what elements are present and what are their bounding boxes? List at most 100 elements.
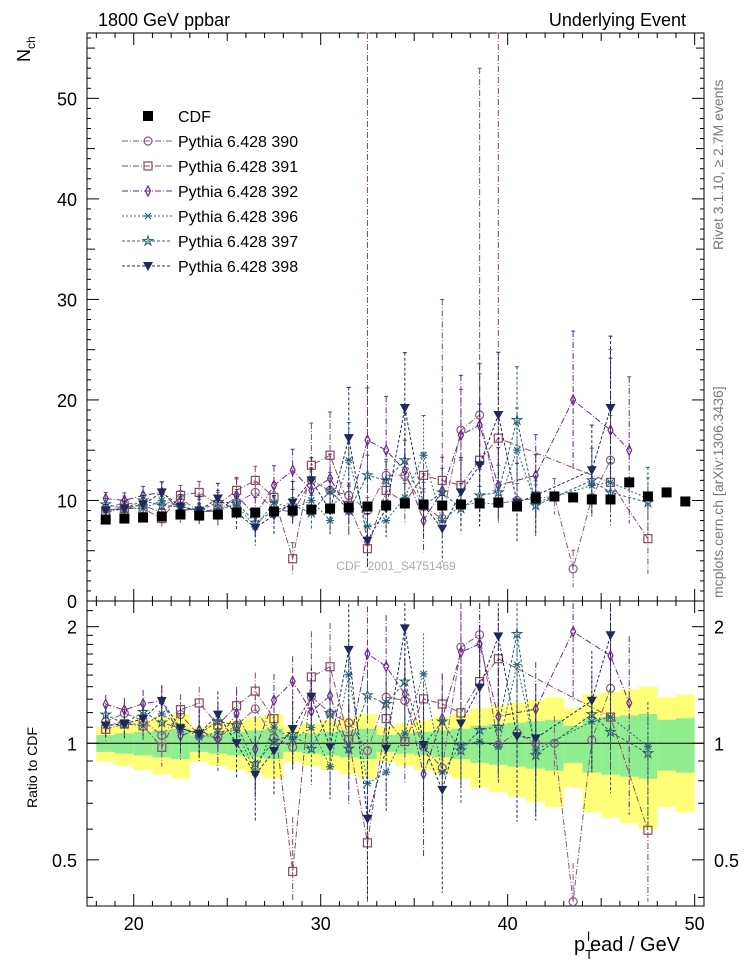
cdf-data-point (100, 514, 111, 525)
cdf-data-point (381, 500, 392, 511)
axis-ticks (87, 33, 704, 906)
data-point (473, 488, 487, 501)
ratio-point (604, 725, 617, 738)
series-line (105, 419, 649, 524)
ratio-point (250, 704, 260, 714)
axis-tick-labels: 20 30 40 50 0 10 20 30 40 50 0.5 0.5 1 1 2 2 (52, 89, 739, 934)
ratio-point (529, 748, 543, 761)
x-tick-label: 20 (124, 914, 144, 934)
cdf-data-point (156, 511, 167, 522)
legend-entry: Pythia 6.428 396 (122, 209, 298, 226)
ratio-point (435, 714, 449, 728)
series-line (105, 414, 611, 571)
ratio-y-tick-label-right: 2 (714, 618, 724, 638)
main-series-group (99, 32, 691, 588)
x-label-sub: T (585, 947, 593, 962)
y-tick-label: 20 (57, 391, 77, 411)
series-cdf (100, 477, 691, 525)
y-label-sub: ch (24, 36, 38, 49)
ratio-point (326, 689, 334, 703)
legend-entry: Pythia 6.428 390 (122, 134, 298, 151)
ratio-series-line (105, 658, 649, 872)
ratio-series-line (105, 630, 630, 776)
y-tick-label: 10 (57, 491, 77, 511)
ratio-series-line (105, 633, 611, 902)
ratio-point (419, 670, 428, 678)
cdf-data-point (306, 504, 317, 515)
ratio-band-stat (563, 725, 583, 763)
data-point (289, 463, 296, 477)
x-tick-label: 40 (498, 914, 518, 934)
ratio-point (268, 746, 279, 756)
ratio-point (157, 742, 167, 752)
y-label-main: N (14, 49, 34, 62)
legend-marker (144, 184, 152, 198)
ratio-point (362, 814, 373, 824)
ratio-point (156, 696, 167, 706)
cdf-data-point (418, 499, 429, 510)
data-point (100, 506, 111, 516)
data-point (457, 428, 465, 442)
cdf-data-point (362, 501, 373, 512)
data-point (398, 453, 412, 466)
data-point (361, 468, 374, 481)
ratio-y-tick-label: 0.5 (52, 851, 77, 871)
legend-label: Pythia 6.428 391 (178, 159, 298, 176)
cdf-data-point (325, 503, 336, 514)
series-line (105, 399, 630, 522)
cdf-data-point (549, 491, 560, 502)
legend-marker (141, 234, 155, 247)
ratio-point (643, 825, 653, 835)
cdf-data-point (512, 501, 523, 512)
data-point (155, 498, 169, 511)
cdf-data-point (399, 498, 410, 509)
ratio-point (308, 705, 315, 718)
legend-label: Pythia 6.428 392 (178, 184, 298, 201)
mcplots-label: mcplots.cern.ch [arXiv:1306.3436] (710, 386, 726, 598)
data-point (250, 475, 260, 485)
ratio-point (626, 696, 633, 710)
ratio-point (457, 645, 465, 659)
data-point (364, 433, 371, 447)
y-tick-label: 30 (57, 290, 77, 310)
ratio-point (119, 719, 130, 729)
legend-label: Pythia 6.428 398 (178, 259, 298, 276)
ratio-point (605, 631, 616, 641)
legend-marker (143, 262, 153, 271)
cdf-data-point (661, 487, 672, 498)
legend-entry: Pythia 6.428 397 (122, 234, 298, 251)
data-point (455, 488, 466, 498)
ratio-point (491, 720, 505, 733)
cdf-data-point (437, 500, 448, 511)
legend-entry: Pythia 6.428 398 (122, 259, 298, 276)
ratio-point (512, 732, 523, 742)
ratio-series-tri-down (100, 603, 616, 902)
svg-text:Nch: Nch (14, 36, 38, 62)
ratio-point (250, 770, 261, 780)
cdf-data-point (175, 509, 186, 520)
cdf-data-point (642, 491, 653, 502)
cdf-data-point (474, 498, 485, 509)
cdf-data-point (287, 505, 298, 516)
ratio-y-tick-label: 1 (67, 734, 77, 754)
data-point (288, 554, 298, 564)
cdf-data-point (455, 499, 466, 510)
data-point (437, 524, 448, 534)
cdf-data-point (605, 494, 616, 505)
legend-label: Pythia 6.428 390 (178, 134, 298, 151)
cdf-data-point (493, 497, 504, 508)
ratio-point (325, 742, 336, 752)
data-point (119, 504, 130, 514)
ratio-point (437, 785, 448, 795)
cdf-data-point (250, 507, 261, 518)
legend-marker (143, 161, 153, 171)
header-title: Underlying Event (549, 10, 686, 30)
cdf-data-point (231, 507, 242, 518)
legend-label: Pythia 6.428 397 (178, 234, 298, 251)
legend-entry: Pythia 6.428 391 (122, 159, 298, 176)
header-energy-label: 1800 GeV ppbar (98, 10, 230, 30)
ratio-point (100, 721, 111, 731)
ratio-band-stat (619, 715, 639, 777)
y-tick-label: 50 (57, 89, 77, 109)
